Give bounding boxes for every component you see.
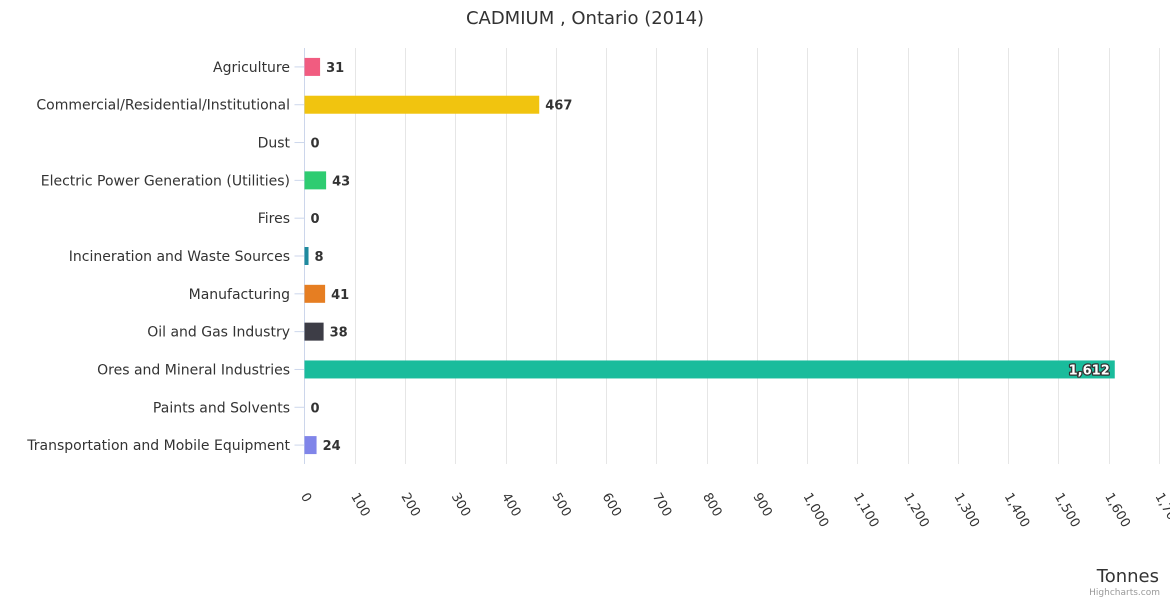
data-label: 0 (311, 212, 320, 227)
category-label: Incineration and Waste Sources (69, 249, 290, 265)
data-label: 8 (315, 250, 324, 265)
bar[interactable] (304, 436, 317, 455)
category-label: Oil and Gas Industry (147, 325, 290, 341)
category-label: Manufacturing (189, 287, 290, 303)
x-tick-label: 200 (398, 491, 423, 520)
x-tick-label: 300 (448, 491, 473, 520)
data-label: 24 (323, 439, 341, 454)
bar[interactable] (304, 322, 324, 341)
grid-lines (355, 48, 1160, 464)
data-label: 467 (545, 99, 572, 114)
x-axis-tick-labels: 0 100 200 300 400 500 600 700 800 900 1,000 1,100 1,… (297, 491, 1170, 531)
category-label: Ores and Mineral Industries (97, 362, 290, 378)
data-label: 31 (326, 61, 344, 76)
category-label: Fires (258, 211, 290, 227)
x-tick-label: 100 (347, 491, 372, 520)
x-tick-label: 0 (297, 491, 314, 506)
category-label: Electric Power Generation (Utilities) (41, 173, 290, 189)
x-tick-label: 1,300 (950, 491, 982, 531)
category-label: Commercial/Residential/Institutional (36, 98, 290, 114)
credits[interactable]: Highcharts.com (1089, 588, 1160, 598)
x-tick-label: 600 (599, 491, 624, 520)
x-tick-label: 400 (498, 491, 523, 520)
x-tick-label: 700 (649, 491, 674, 520)
data-label: 0 (311, 137, 320, 152)
x-axis-title: Tonnes (1096, 566, 1159, 587)
x-tick-label: 800 (699, 491, 724, 520)
bars (294, 57, 1115, 455)
bar[interactable] (304, 95, 540, 114)
bar[interactable] (304, 284, 326, 303)
chart-title: CADMIUM , Ontario (2014) (466, 8, 704, 29)
category-labels: Agriculture Commercial/Residential/Instit… (26, 60, 290, 454)
category-label: Dust (258, 136, 291, 152)
x-tick-label: 500 (548, 491, 573, 520)
data-labels: 31 467 0 43 0 8 41 38 1,612 0 24 (311, 61, 1112, 454)
data-label: 41 (331, 288, 349, 303)
x-tick-label: 1,600 (1101, 491, 1133, 531)
data-label: 43 (332, 174, 350, 189)
bar[interactable] (304, 247, 309, 265)
bar[interactable] (304, 57, 321, 76)
category-label: Agriculture (213, 60, 290, 76)
data-label: 1,612 (1069, 363, 1110, 378)
category-label: Transportation and Mobile Equipment (26, 438, 290, 454)
x-tick-label: 900 (749, 491, 774, 520)
category-label: Paints and Solvents (153, 400, 290, 416)
x-tick-label: 1,400 (1001, 491, 1033, 531)
x-tick-label: 1,100 (850, 491, 882, 531)
x-tick-label: 1,700 (1152, 491, 1170, 531)
data-label: 0 (311, 401, 320, 416)
x-tick-label: 1,000 (800, 491, 832, 531)
data-label: 38 (330, 326, 348, 341)
x-tick-label: 1,200 (900, 491, 932, 531)
x-tick-label: 1,500 (1051, 491, 1083, 531)
bar[interactable] (304, 360, 1115, 379)
bar[interactable] (304, 171, 327, 190)
